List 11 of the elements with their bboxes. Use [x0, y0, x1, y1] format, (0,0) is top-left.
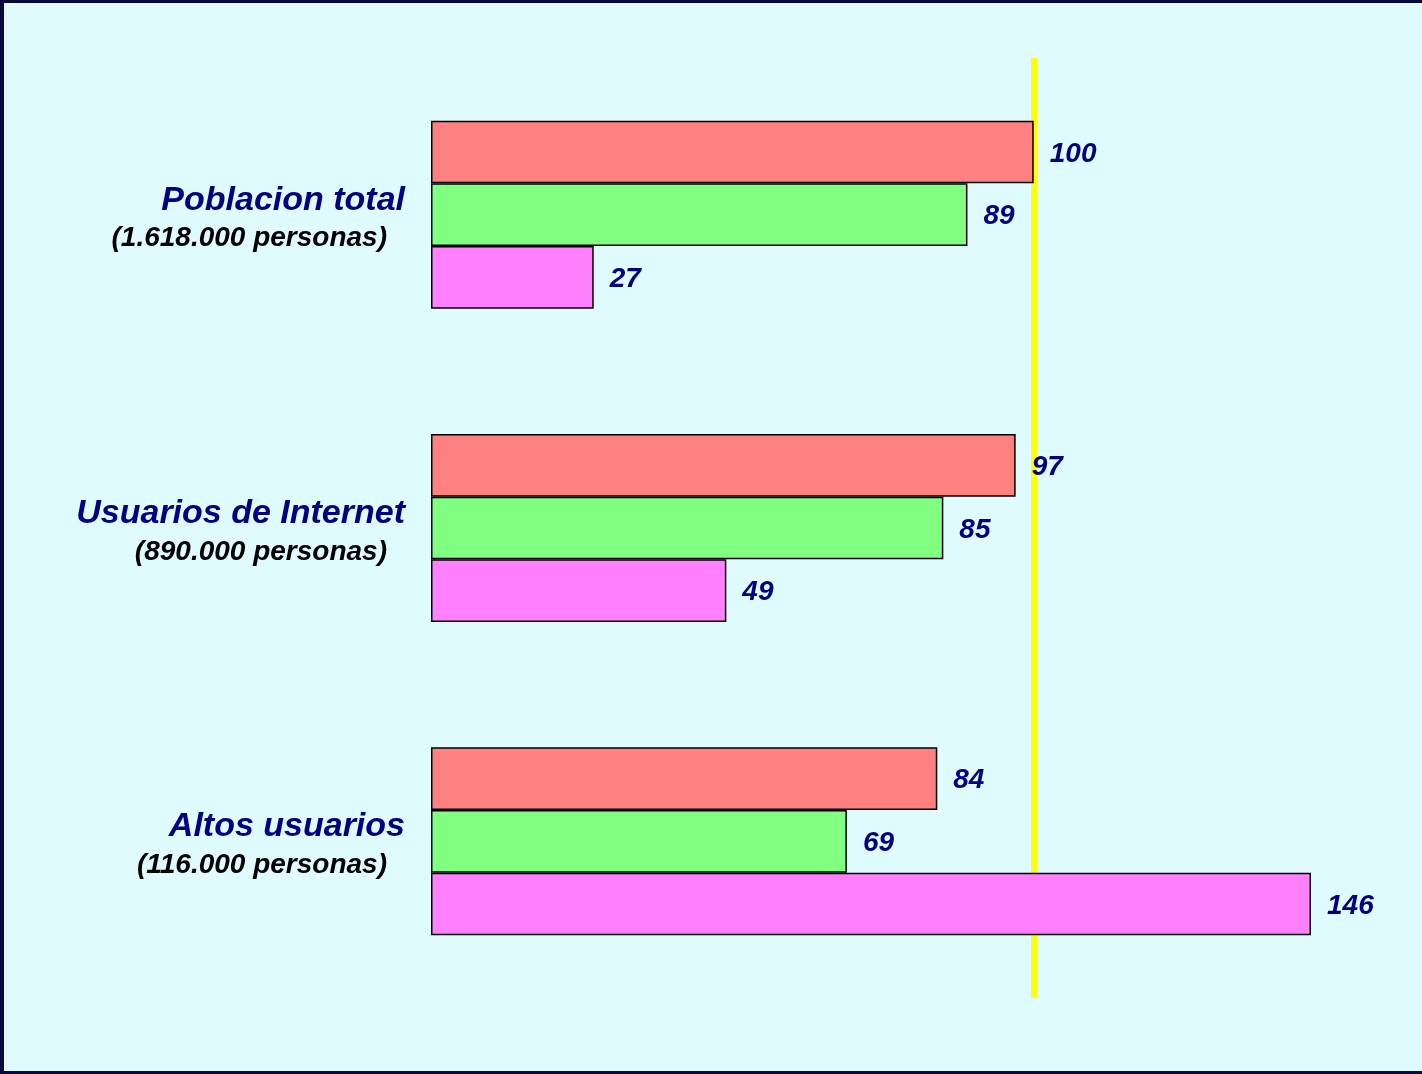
data-label: 69 — [862, 825, 895, 857]
data-label: 84 — [953, 763, 985, 795]
data-label: 27 — [608, 261, 643, 293]
data-label: 89 — [983, 199, 1016, 231]
data-label: 146 — [1327, 888, 1375, 920]
y-tick-label: Poblacion total (1.618.000 personas) — [111, 178, 407, 253]
data-label: 100 — [1049, 136, 1097, 168]
data-label: 85 — [959, 512, 991, 544]
y-tick-label: Altos usuarios (116.000 personas) — [136, 805, 405, 879]
y-tick-label: Usuarios de Internet (890.000 personas) — [76, 492, 407, 566]
data-label: 49 — [741, 575, 774, 607]
